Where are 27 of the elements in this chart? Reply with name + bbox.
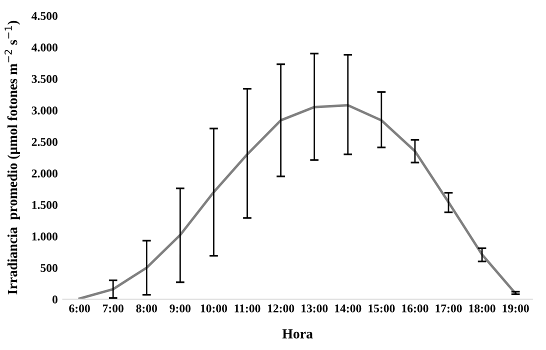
x-tick-label: 7:00 bbox=[102, 304, 124, 312]
x-axis-title: Hora bbox=[282, 329, 313, 338]
x-tick-label: 15:00 bbox=[368, 304, 395, 312]
x-tick-label: 18:00 bbox=[469, 304, 496, 312]
y-tick-label: 4.000 bbox=[32, 43, 58, 52]
y-tick-label: 4.500 bbox=[32, 12, 58, 20]
y-tick-label: 3.000 bbox=[32, 106, 58, 115]
y-tick-label: 500 bbox=[40, 264, 58, 272]
y-tick-label: 0 bbox=[52, 295, 58, 304]
x-tick-label: 13:00 bbox=[302, 304, 328, 312]
x-tick-label: 11:00 bbox=[234, 304, 260, 312]
y-tick-label: 3.500 bbox=[32, 74, 58, 84]
y-tick-label: 1.000 bbox=[32, 232, 58, 241]
y-tick-label: 1.500 bbox=[32, 200, 58, 210]
x-tick-label: 10:00 bbox=[200, 304, 228, 312]
x-tick-label: 12:00 bbox=[268, 304, 294, 312]
x-tick-label: 19:00 bbox=[502, 304, 529, 312]
x-tick-label: 17:00 bbox=[436, 304, 462, 312]
line-series bbox=[78, 104, 517, 300]
x-tick-label: 9:00 bbox=[170, 304, 191, 312]
x-tick-label: 6:00 bbox=[69, 304, 90, 312]
y-axis-title: Irradiancia promedio (µmol fotones m$^{−2}$ s$^{−1}$) bbox=[4, 20, 20, 294]
y-tick-label: 2.500 bbox=[32, 138, 58, 146]
x-tick-label: 14:00 bbox=[335, 304, 362, 312]
y-tick-label: 2.000 bbox=[32, 169, 58, 178]
x-tick-label: 8:00 bbox=[136, 304, 158, 312]
x-tick-label: 16:00 bbox=[402, 304, 428, 312]
